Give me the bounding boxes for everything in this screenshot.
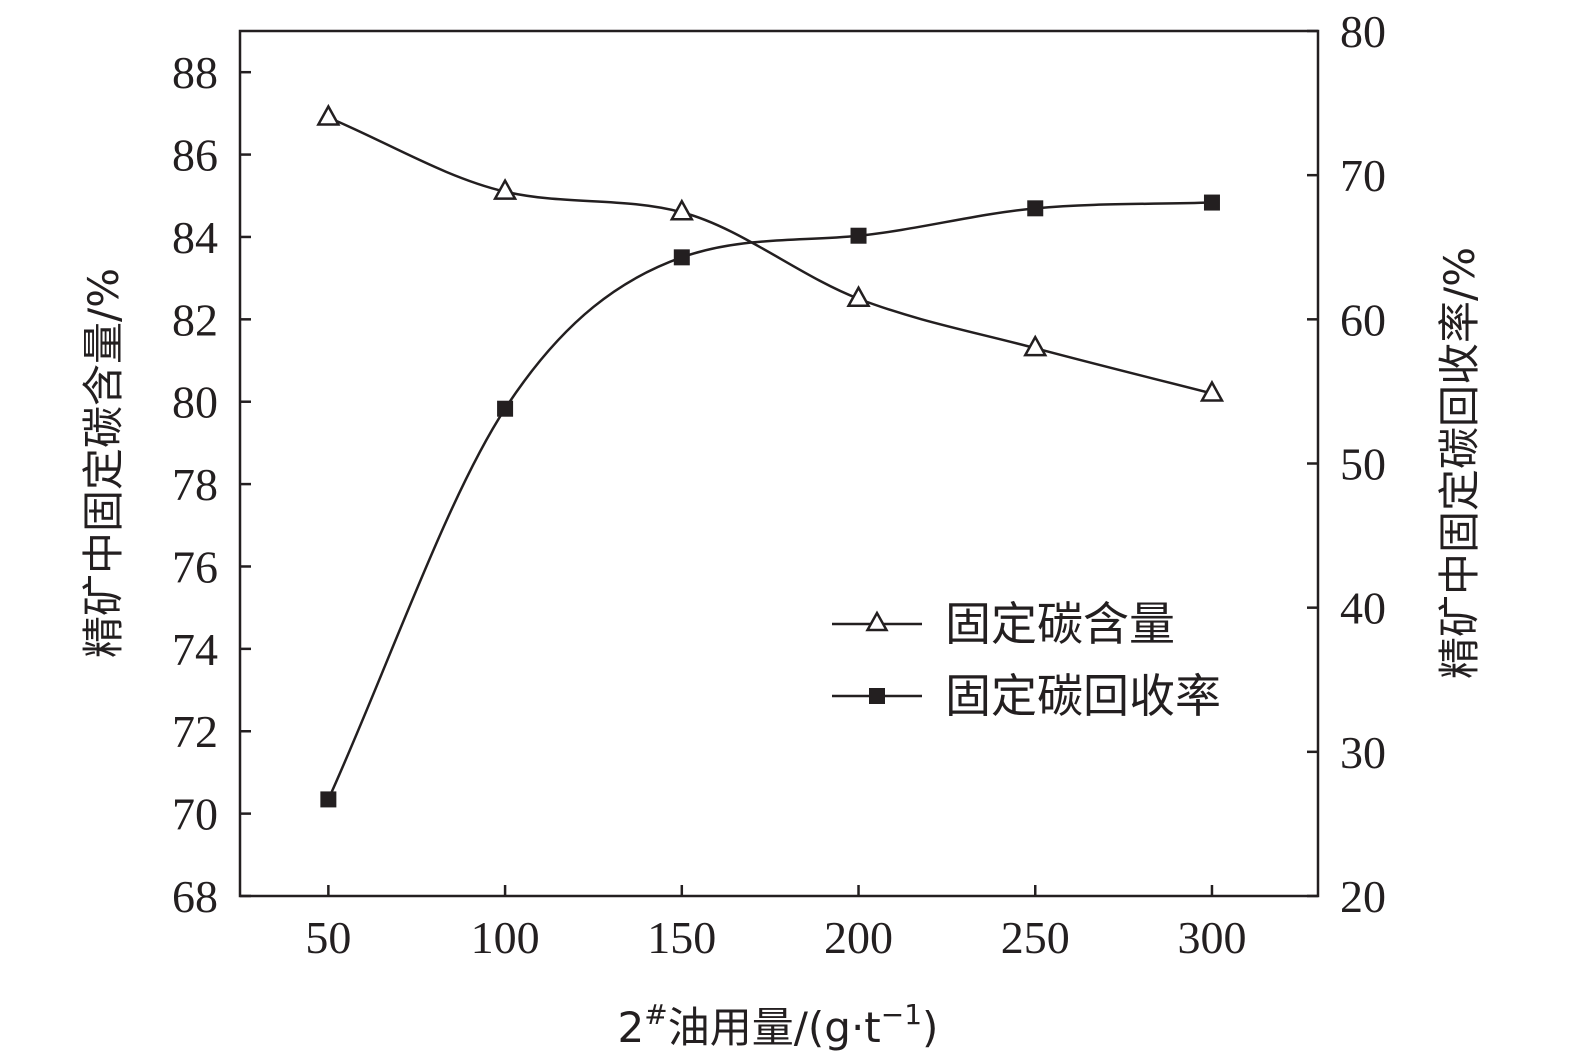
right-y-tick-label: 50: [1340, 439, 1386, 490]
data-point-square: [320, 791, 337, 808]
left-y-tick-label: 68: [172, 871, 218, 922]
left-y-tick-label: 70: [172, 789, 218, 840]
left-y-tick-label: 80: [172, 377, 218, 428]
legend-marker-content: [865, 610, 889, 632]
legend-label-content: 固定碳含量: [945, 597, 1175, 651]
right-y-tick-label: 30: [1340, 727, 1386, 778]
right-y-axis-title: 精矿中固定碳回收率/%: [1435, 247, 1484, 679]
x-axis: 50 100 150 200 250 300: [305, 885, 1246, 963]
series-1: [316, 103, 1225, 402]
series-line: [327, 116, 1213, 395]
x-axis-title-rest: 油用量/(g·t: [668, 1003, 881, 1052]
legend-label-recovery: 固定碳回收率: [945, 669, 1221, 723]
left-y-tick-label: 78: [172, 459, 218, 510]
right-y-tick-label: 60: [1340, 294, 1386, 345]
right-y-axis: 20 30 40 50 60 70 80: [1307, 6, 1386, 922]
data-point-triangle: [316, 103, 341, 126]
x-tick-label: 150: [647, 912, 716, 963]
x-axis-title: 2#油用量/(g·t−1): [618, 998, 939, 1052]
x-tick-label: 300: [1177, 912, 1246, 963]
left-y-tick-label: 86: [172, 130, 218, 181]
right-y-tick-label: 70: [1340, 150, 1386, 201]
x-tick-label: 200: [824, 912, 893, 963]
data-point-square: [497, 400, 514, 417]
x-axis-title-sup: #: [644, 998, 667, 1031]
data-point-square: [1027, 200, 1044, 217]
legend-entry-recovery: 固定碳回收率: [832, 669, 1221, 723]
legend-entry-content: 固定碳含量: [832, 597, 1175, 651]
left-y-tick-label: 74: [172, 624, 218, 675]
left-y-tick-label: 72: [172, 706, 218, 757]
left-y-axis-title: 精矿中固定碳含量/%: [79, 268, 128, 658]
x-axis-title-main: 2: [618, 1003, 645, 1052]
right-y-tick-label: 40: [1340, 583, 1386, 634]
data-point-square: [673, 249, 690, 266]
data-point-triangle: [846, 285, 871, 307]
data-point-triangle: [1199, 379, 1225, 402]
legend: 固定碳含量 固定碳回收率: [832, 597, 1221, 723]
data-point-triangle: [1023, 334, 1048, 357]
left-y-tick-label: 84: [172, 212, 218, 263]
x-tick-label: 250: [1001, 912, 1070, 963]
data-point-square: [850, 227, 867, 244]
series-2: [320, 194, 1220, 808]
right-y-tick-label: 80: [1340, 6, 1386, 57]
left-y-tick-label: 82: [172, 294, 218, 345]
series-layer: [316, 103, 1225, 808]
x-axis-title-exp: −1: [881, 998, 922, 1031]
plot-frame: [238, 29, 1320, 898]
x-tick-label: 100: [471, 912, 540, 963]
data-point-square: [1203, 194, 1220, 211]
x-tick-label: 50: [305, 912, 351, 963]
left-y-tick-label: 76: [172, 541, 218, 592]
legend-marker-recovery: [869, 688, 885, 704]
left-y-tick-label: 88: [172, 47, 218, 98]
right-y-tick-label: 20: [1340, 871, 1386, 922]
data-point-triangle: [669, 198, 694, 221]
data-point-triangle: [492, 178, 518, 200]
left-y-axis: 68 70 72 74 76 78 80 82 84 86 88: [172, 47, 251, 922]
x-axis-title-close: ): [922, 1003, 938, 1052]
